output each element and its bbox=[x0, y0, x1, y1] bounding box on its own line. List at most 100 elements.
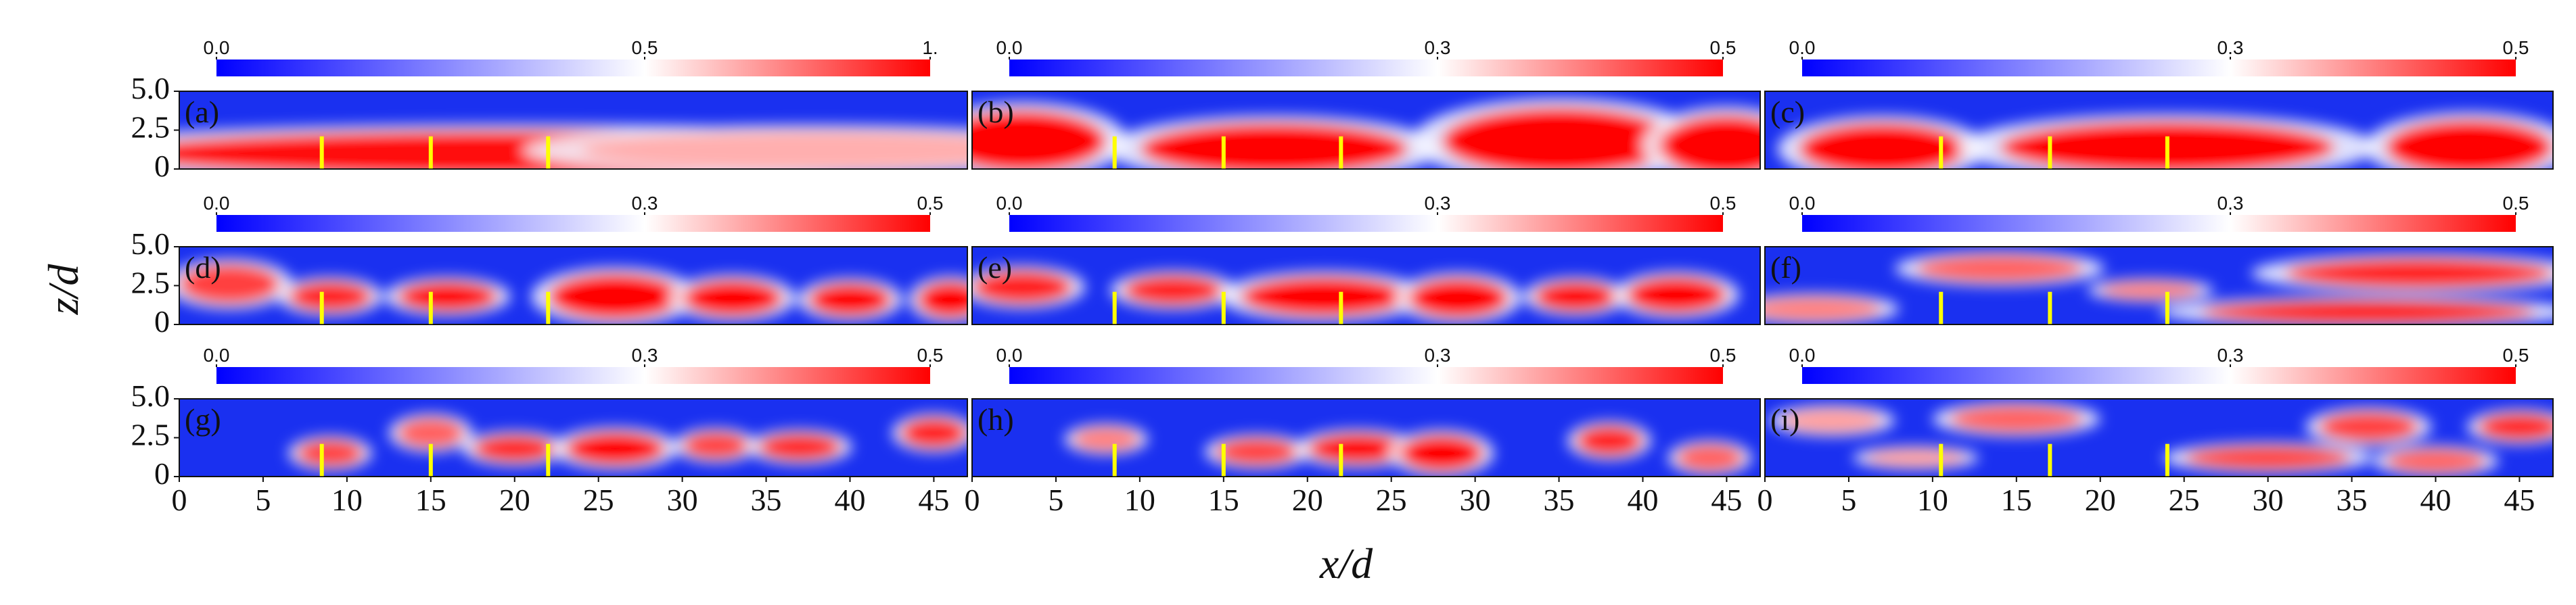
wake-region bbox=[1765, 296, 1883, 322]
turbine-marker bbox=[1112, 291, 1117, 324]
wake-region bbox=[1534, 281, 1618, 312]
y-tick-label: 0 bbox=[154, 149, 170, 183]
colorbar bbox=[1802, 215, 2516, 232]
panel-label: (h) bbox=[978, 402, 1014, 437]
wake-region bbox=[581, 130, 967, 169]
panel-e: 0.0 0.3 0.5 (e) bbox=[971, 193, 1761, 325]
colorbar-tick-label: 0.3 bbox=[632, 193, 658, 214]
wake-region bbox=[2184, 445, 2352, 470]
turbine-marker bbox=[319, 443, 324, 477]
x-tick-label: 0 bbox=[965, 483, 980, 517]
wake-region bbox=[1798, 122, 1967, 169]
y-tick-label: 5.0 bbox=[131, 226, 170, 261]
panel-label: (e) bbox=[978, 250, 1012, 285]
wake-region bbox=[1949, 405, 2084, 433]
x-tick-label: 30 bbox=[2253, 483, 2284, 517]
wake-region bbox=[1442, 107, 1677, 169]
x-tick-label: 45 bbox=[1711, 483, 1742, 517]
colorbar bbox=[1802, 59, 2516, 76]
turbine-marker bbox=[1339, 136, 1343, 169]
panel-b: 0.0 0.3 0.5 (b) bbox=[971, 37, 1761, 170]
colorbar-tick-label: 0.3 bbox=[2217, 345, 2244, 366]
wake-region bbox=[1240, 276, 1408, 317]
colorbar-tick-label: 0.0 bbox=[1789, 37, 1816, 58]
colorbar-tick-label: 0.5 bbox=[2503, 193, 2529, 214]
x-tick-label: 5 bbox=[255, 483, 271, 517]
wake-region bbox=[2385, 448, 2486, 474]
wake-region bbox=[565, 431, 666, 466]
panel-label: (c) bbox=[1770, 95, 1805, 129]
x-tick-label: 25 bbox=[1376, 483, 1407, 517]
colorbar bbox=[1802, 367, 2516, 384]
colorbar bbox=[216, 59, 930, 76]
y-tick-label: 2.5 bbox=[131, 418, 170, 452]
wake-region bbox=[972, 270, 1073, 305]
turbine-marker bbox=[319, 136, 324, 169]
wake-region bbox=[2318, 411, 2419, 443]
turbine-marker bbox=[1339, 443, 1343, 477]
wake-region bbox=[1676, 443, 1744, 473]
panel-label: (a) bbox=[185, 95, 219, 129]
colorbar-tick-label: 0.5 bbox=[632, 37, 658, 58]
heatmap-field bbox=[1765, 399, 2553, 477]
wake-region bbox=[179, 264, 280, 305]
wake-region bbox=[2385, 119, 2553, 169]
turbine-marker bbox=[546, 443, 551, 477]
panel-i: 0.0 0.3 0.5 (i) 0 5 10 15 20 25 30 35 40 45 bbox=[1757, 345, 2554, 517]
wake-region bbox=[1626, 276, 1727, 314]
panel-label: (i) bbox=[1770, 402, 1799, 437]
x-tick-label: 10 bbox=[1917, 483, 1948, 517]
turbine-marker bbox=[1939, 136, 1944, 169]
x-tick-label: 40 bbox=[834, 483, 865, 517]
wake-region bbox=[1400, 434, 1484, 473]
turbine-marker bbox=[1221, 136, 1226, 169]
panel-c: 0.0 0.3 0.5 (c) bbox=[1764, 37, 2554, 170]
colorbar-tick-label: 0.0 bbox=[996, 37, 1023, 58]
x-tick-label: 0 bbox=[1757, 483, 1773, 517]
wake-region bbox=[1916, 254, 2084, 283]
colorbar-tick-label: 0.0 bbox=[204, 345, 230, 366]
turbine-marker bbox=[1221, 291, 1226, 324]
colorbar-tick-label: 0.5 bbox=[2503, 345, 2529, 366]
heatmap-field bbox=[1765, 91, 2553, 169]
x-tick-label: 45 bbox=[2504, 483, 2535, 517]
x-tick-label: 40 bbox=[2420, 483, 2451, 517]
x-tick-label: 35 bbox=[751, 483, 782, 517]
colorbar-tick-label: 0.5 bbox=[1710, 345, 1736, 366]
colorbar bbox=[216, 367, 930, 384]
panel-frame bbox=[971, 91, 1761, 170]
x-tick-label: 35 bbox=[1544, 483, 1575, 517]
colorbar-tick-label: 0.5 bbox=[917, 193, 944, 214]
panel-f: 0.0 0.3 0.5 (f) bbox=[1764, 193, 2554, 325]
y-axis-title: z/d bbox=[39, 264, 87, 316]
colorbar-tick-label: 0.3 bbox=[1425, 37, 1451, 58]
wake-region bbox=[1576, 425, 1643, 457]
wake-region bbox=[472, 434, 557, 463]
x-tick-label: 35 bbox=[2337, 483, 2368, 517]
colorbar bbox=[1009, 215, 1723, 232]
colorbar-tick-label: 0.5 bbox=[2503, 37, 2529, 58]
panel-frame bbox=[971, 246, 1761, 325]
wake-region bbox=[900, 417, 967, 449]
heatmap-field bbox=[972, 399, 1760, 477]
heatmap-field bbox=[972, 247, 1760, 324]
wake-region bbox=[682, 279, 783, 317]
colorbar bbox=[216, 215, 930, 232]
x-tick-label: 20 bbox=[1292, 483, 1323, 517]
wake-region bbox=[1139, 122, 1408, 169]
turbine-marker bbox=[546, 136, 551, 169]
panel-label: (f) bbox=[1770, 250, 1801, 285]
wake-region bbox=[972, 110, 1107, 169]
wake-region bbox=[1215, 437, 1300, 466]
heatmap-field bbox=[179, 399, 967, 477]
x-tick-label: 10 bbox=[1124, 483, 1155, 517]
colorbar-tick-label: 0.0 bbox=[996, 193, 1023, 214]
colorbar-tick-label: 1. bbox=[922, 37, 938, 58]
turbine-marker bbox=[319, 291, 324, 324]
x-tick-label: 15 bbox=[415, 483, 446, 517]
x-tick-label: 25 bbox=[2169, 483, 2200, 517]
panel-label: (b) bbox=[978, 95, 1014, 129]
wake-region bbox=[682, 431, 750, 460]
colorbar-tick-label: 0.0 bbox=[1789, 345, 1816, 366]
